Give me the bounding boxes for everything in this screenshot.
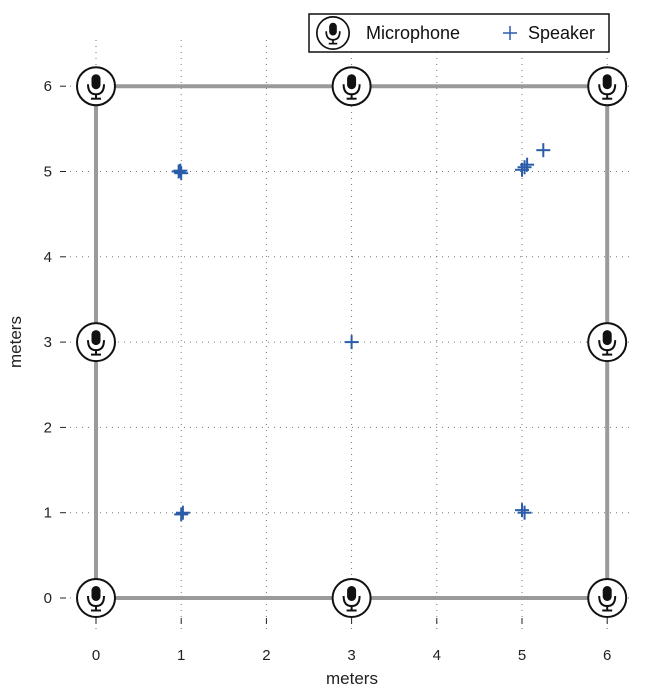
y-tick-label-1: 1	[44, 505, 52, 522]
speaker-point-3	[517, 160, 532, 175]
x-tick-label-6: 6	[603, 647, 611, 664]
axis-ticks: 0 1 2 3 4 5 6 0 1 2 3 4 5 6	[44, 78, 612, 664]
y-tick-label-3: 3	[44, 334, 52, 351]
y-tick-label-5: 5	[44, 164, 52, 181]
speaker-point-10	[515, 503, 529, 518]
speaker-point-7	[344, 335, 359, 350]
y-tick-label-4: 4	[44, 249, 52, 266]
microphone-point-4	[587, 322, 628, 363]
legend-box	[308, 13, 610, 53]
speaker-point-9	[175, 505, 190, 520]
x-tick-label-0: 0	[92, 647, 100, 664]
speaker-point-2	[173, 163, 188, 178]
microphone-point-3	[76, 322, 116, 363]
y-tick-label-6: 6	[44, 78, 52, 95]
microphone-point-7	[587, 66, 628, 107]
legend: Microphone Speaker	[308, 13, 610, 53]
legend-speaker-label: Speaker	[528, 23, 595, 43]
x-tick-label-5: 5	[518, 647, 526, 664]
x-tick-label-3: 3	[347, 647, 355, 664]
y-axis-label: meters	[6, 316, 25, 368]
speaker-point-8	[174, 507, 189, 522]
speaker-point-5	[515, 162, 529, 177]
speaker-series	[171, 143, 551, 522]
legend-microphone-icon	[316, 16, 350, 51]
x-tick-label-1: 1	[177, 647, 185, 664]
speaker-point-11	[517, 505, 532, 520]
legend-microphone-label: Microphone	[366, 23, 460, 43]
microphone-point-1	[331, 578, 372, 618]
speaker-point-6	[536, 143, 551, 158]
y-tick-label-2: 2	[44, 419, 52, 436]
microphone-point-2	[587, 578, 628, 618]
microphone-point-6	[331, 66, 372, 107]
microphone-point-0	[76, 578, 116, 618]
y-tick-label-0: 0	[44, 590, 52, 607]
x-tick-label-4: 4	[433, 647, 441, 664]
microphone-point-5	[76, 66, 116, 107]
legend-speaker-plus-icon	[503, 26, 517, 40]
x-tick-label-2: 2	[262, 647, 270, 664]
x-axis-label: meters	[326, 669, 378, 688]
